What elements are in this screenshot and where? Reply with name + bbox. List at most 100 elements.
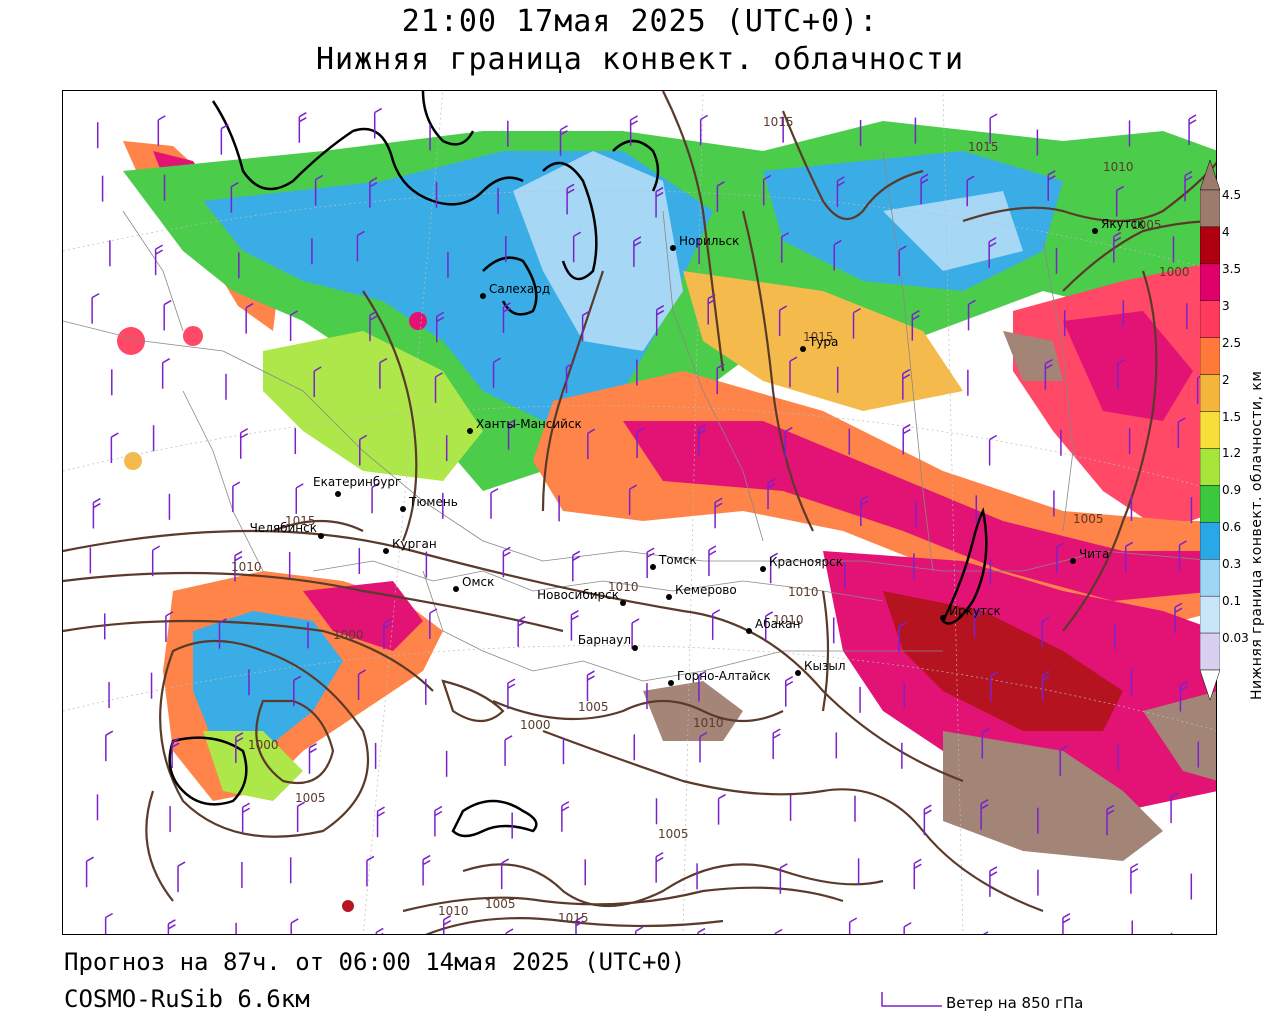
city-dot — [467, 428, 473, 434]
city-label: Екатеринбург — [313, 475, 401, 489]
wind-barb — [1188, 114, 1197, 146]
wind-barb — [903, 922, 912, 934]
wind-barb — [717, 793, 726, 825]
legend-swatch — [1200, 595, 1220, 634]
wind-barb — [779, 863, 788, 894]
wind-barb — [369, 310, 378, 342]
isobar-label: 1010 — [1103, 160, 1134, 174]
wind-barb — [988, 434, 997, 466]
wind-barb — [967, 299, 976, 331]
isobar-label: 1015 — [803, 330, 834, 344]
wind-barb — [764, 611, 774, 642]
wind-barb — [357, 669, 366, 701]
wind-barb — [628, 484, 638, 516]
legend-tick-label: 1.2 — [1222, 446, 1242, 461]
city-marker: Ханты-Мансийск — [467, 417, 582, 434]
wind-barb — [780, 232, 790, 263]
city-marker: Кемерово — [666, 583, 737, 600]
wind-barb — [636, 427, 645, 459]
city-marker: Новосибирск — [537, 588, 626, 606]
wind-barb — [913, 858, 922, 890]
city-label: Абакан — [755, 617, 800, 631]
wind-barb — [981, 727, 990, 759]
wind-barb — [698, 670, 707, 702]
cloud-field-layer — [117, 121, 1216, 912]
legend-colorbar — [1200, 160, 1220, 700]
wind-barb — [572, 550, 581, 582]
wind-barb — [245, 302, 254, 334]
city-dot — [940, 615, 946, 621]
wind-barb — [566, 183, 575, 215]
wind-barb — [716, 181, 725, 212]
wind-barb — [369, 177, 378, 208]
legend-tick-label: 2.5 — [1222, 335, 1242, 350]
wind-barb — [789, 356, 798, 388]
wind-barb — [1178, 540, 1187, 572]
legend-swatch — [1200, 411, 1220, 449]
wind-barb — [442, 915, 452, 934]
city-marker: Челябинск — [250, 521, 324, 539]
city-marker: Барнаул — [578, 633, 638, 651]
city-dot — [760, 566, 766, 572]
wind-barb — [85, 856, 94, 888]
wind-barb — [836, 176, 845, 207]
city-label: Норильск — [679, 234, 739, 248]
wind-barb — [982, 931, 989, 934]
city-label: Тура — [808, 335, 838, 349]
wind-barb — [232, 481, 241, 513]
wind-barb — [1124, 541, 1134, 573]
wind-barb — [559, 125, 568, 156]
wind-barb — [375, 927, 384, 934]
legend-swatch — [1200, 263, 1220, 301]
wind-barb — [699, 731, 708, 763]
wind-barb — [1106, 804, 1115, 836]
wind-barb — [1062, 913, 1071, 934]
wind-barb — [1179, 680, 1188, 712]
legend-tick-label: 0.9 — [1222, 483, 1242, 498]
city-marker: Иркутск — [940, 604, 1001, 621]
city-label: Курган — [392, 537, 437, 551]
legend-tick-label: 3.5 — [1222, 261, 1242, 276]
legend-swatches — [1200, 189, 1220, 671]
city-marker: Курган — [383, 537, 437, 554]
legend-tick-label: 1.5 — [1222, 409, 1242, 424]
wind-barb — [422, 854, 431, 886]
wind-barb — [163, 299, 172, 331]
wind-barb — [507, 418, 516, 450]
wind-barb — [708, 545, 717, 577]
city-label: Якутск — [1101, 217, 1145, 231]
city-dot — [453, 586, 459, 592]
wind-barb — [356, 230, 365, 262]
wind-barb — [988, 237, 997, 268]
wind-barb — [105, 730, 114, 762]
wind-barb — [587, 428, 596, 460]
wind-barb — [502, 546, 511, 578]
legend-swatch — [1200, 374, 1220, 412]
wind-barb — [980, 799, 989, 830]
wind-barb — [1184, 170, 1193, 202]
wind-barb — [234, 550, 243, 582]
wind-barb — [898, 621, 907, 653]
wind-barb — [507, 678, 516, 710]
wind-barb — [629, 115, 638, 146]
wind-barb — [167, 919, 176, 934]
isobar-label: 1010 — [438, 904, 469, 918]
wind-barb — [1044, 358, 1053, 390]
wind-barb — [293, 675, 302, 707]
legend-tick-label: 4 — [1222, 224, 1230, 239]
wind-barb — [91, 292, 100, 324]
wind-barb — [308, 743, 317, 774]
wind-barb — [989, 866, 998, 897]
wind-barb — [902, 368, 911, 400]
wind-barb — [500, 858, 510, 890]
city-label: Иркутск — [949, 604, 1001, 618]
wind-barb — [434, 805, 443, 837]
city-marker: Красноярск — [760, 555, 843, 572]
city-label: Новосибирск — [537, 588, 619, 602]
city-label: Ханты-Мансийск — [476, 417, 582, 431]
wind-barb — [230, 181, 239, 213]
isobar-label: 1005 — [1131, 218, 1162, 232]
isobar-label: 1000 — [248, 738, 279, 752]
wind-barb — [502, 302, 511, 333]
wind-barb — [1059, 745, 1068, 777]
